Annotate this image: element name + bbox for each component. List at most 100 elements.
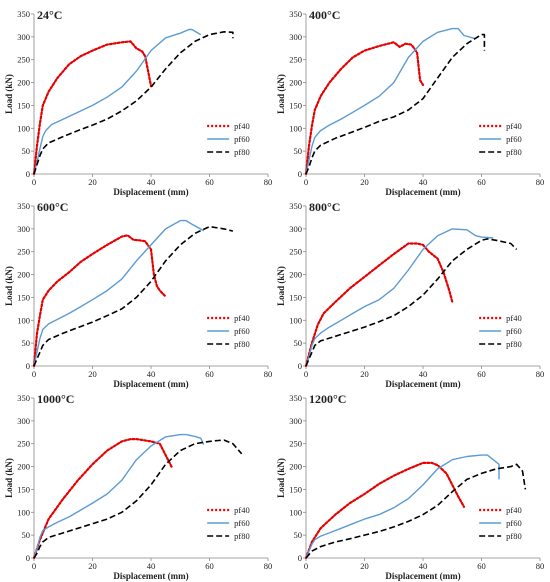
- legend-label-pf40: pf40: [506, 121, 522, 131]
- series-line-pf80: [305, 33, 486, 175]
- x-axis-title: Displacement (mm): [113, 379, 188, 389]
- y-tick-label: 200: [17, 78, 30, 88]
- y-tick-label: 250: [289, 439, 302, 449]
- y-axis-title: Load (kN): [4, 266, 14, 306]
- y-axis-title: Load (kN): [4, 74, 14, 114]
- legend-label-pf60: pf60: [506, 518, 522, 528]
- x-tick-label: 40: [147, 177, 156, 187]
- series-line-pf80: [33, 31, 234, 175]
- y-tick-label: 50: [22, 530, 31, 540]
- series-line-pf80: [305, 463, 527, 559]
- x-tick-label: 0: [32, 561, 36, 571]
- y-tick-label: 150: [17, 484, 30, 494]
- y-tick-label: 300: [17, 416, 30, 426]
- y-tick-label: 150: [289, 484, 302, 494]
- y-tick-label: 150: [17, 100, 30, 110]
- series-line-pf40: [304, 461, 466, 560]
- y-tick-label: 200: [17, 462, 30, 472]
- x-tick-label: 0: [304, 561, 308, 571]
- panel-title: 24°C: [37, 8, 62, 22]
- x-axis-title: Displacement (mm): [113, 571, 188, 581]
- x-tick-label: 80: [536, 561, 545, 571]
- panel-title: 600°C: [37, 200, 68, 214]
- y-tick-label: 250: [289, 247, 302, 257]
- legend-label-pf40: pf40: [234, 505, 250, 515]
- y-tick-label: 300: [289, 32, 302, 42]
- y-tick-label: 100: [17, 123, 30, 133]
- legend-label-pf60: pf60: [234, 134, 250, 144]
- y-tick-label: 350: [289, 201, 302, 211]
- legend-label-pf40: pf40: [234, 121, 250, 131]
- legend-label-pf80: pf80: [506, 147, 522, 157]
- panel-title: 1200°C: [309, 392, 346, 406]
- x-tick-label: 60: [477, 561, 486, 571]
- y-tick-label: 350: [17, 393, 30, 403]
- chart-panel: 0 50 100 150 200 250 300 350 0 20 40 60 80 Displaceme…: [276, 8, 544, 197]
- series-line-pf40: [32, 234, 167, 368]
- legend-label-pf60: pf60: [234, 518, 250, 528]
- y-tick-label: 0: [26, 169, 30, 179]
- y-tick-label: 50: [294, 338, 303, 348]
- series-line-pf60: [33, 219, 205, 367]
- y-axis-title: Load (kN): [4, 458, 14, 498]
- x-tick-label: 60: [205, 561, 214, 571]
- y-tick-label: 200: [289, 462, 302, 472]
- y-tick-label: 250: [17, 247, 30, 257]
- x-tick-label: 0: [304, 177, 308, 187]
- series-line-pf60: [305, 27, 476, 175]
- series-line-pf60: [305, 454, 500, 559]
- x-tick-label: 20: [88, 369, 97, 379]
- chart-panel: 0 50 100 150 200 250 300 350 0 20 40 60 80 Displaceme…: [4, 392, 272, 581]
- y-tick-label: 300: [289, 416, 302, 426]
- series-line-pf40: [32, 40, 155, 176]
- y-tick-label: 100: [17, 315, 30, 325]
- y-tick-label: 200: [17, 270, 30, 280]
- series-line-pf80: [305, 238, 518, 367]
- y-axis-title: Load (kN): [276, 458, 286, 498]
- x-tick-label: 60: [205, 177, 214, 187]
- panel-title: 1000°C: [37, 392, 74, 406]
- y-tick-label: 100: [289, 315, 302, 325]
- x-tick-label: 60: [477, 177, 486, 187]
- y-tick-label: 0: [298, 553, 302, 563]
- y-tick-label: 100: [289, 507, 302, 517]
- series-line-pf60: [33, 28, 202, 175]
- series-line-pf40: [32, 438, 173, 560]
- x-tick-label: 40: [419, 369, 428, 379]
- x-tick-label: 0: [304, 369, 308, 379]
- y-tick-label: 50: [294, 146, 303, 156]
- y-tick-label: 150: [289, 100, 302, 110]
- legend-label-pf80: pf80: [234, 531, 250, 541]
- y-tick-label: 250: [289, 55, 302, 65]
- x-tick-label: 80: [264, 177, 273, 187]
- y-tick-label: 350: [17, 9, 30, 19]
- y-tick-label: 0: [26, 553, 30, 563]
- x-tick-label: 80: [536, 369, 545, 379]
- x-tick-label: 60: [205, 369, 214, 379]
- x-tick-label: 40: [419, 177, 428, 187]
- x-tick-label: 20: [360, 177, 369, 187]
- legend-label-pf80: pf80: [234, 147, 250, 157]
- x-axis-title: Displacement (mm): [385, 571, 460, 581]
- y-tick-label: 0: [26, 361, 30, 371]
- y-tick-label: 0: [298, 361, 302, 371]
- series-line-pf80: [33, 225, 234, 367]
- y-tick-label: 50: [22, 146, 31, 156]
- x-tick-label: 40: [147, 561, 156, 571]
- y-tick-label: 350: [289, 9, 302, 19]
- x-tick-label: 80: [536, 177, 545, 187]
- legend-label-pf80: pf80: [234, 339, 250, 349]
- panel-title: 800°C: [309, 200, 340, 214]
- legend-label-pf60: pf60: [234, 326, 250, 336]
- y-tick-label: 100: [289, 123, 302, 133]
- x-tick-label: 80: [264, 561, 273, 571]
- x-tick-label: 0: [32, 177, 36, 187]
- y-tick-label: 300: [17, 32, 30, 42]
- y-tick-label: 150: [17, 292, 30, 302]
- x-tick-label: 60: [477, 369, 486, 379]
- y-tick-label: 250: [17, 55, 30, 65]
- x-tick-label: 20: [88, 177, 97, 187]
- y-tick-label: 100: [17, 507, 30, 517]
- y-tick-label: 250: [17, 439, 30, 449]
